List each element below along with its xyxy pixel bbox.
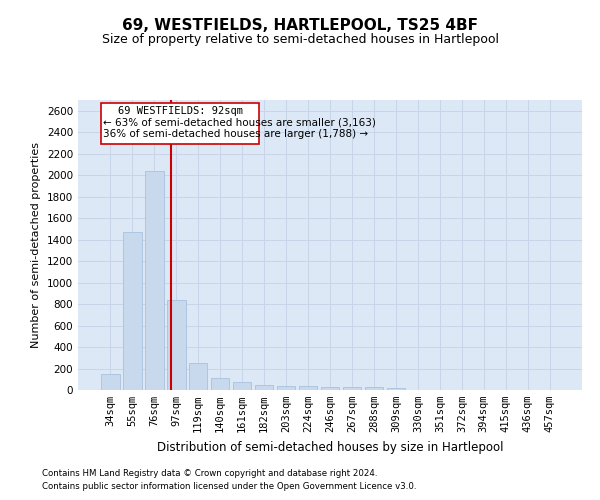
Bar — [101, 103, 259, 144]
Bar — [101, 374, 119, 390]
Text: Contains HM Land Registry data © Crown copyright and database right 2024.: Contains HM Land Registry data © Crown c… — [42, 468, 377, 477]
Bar — [123, 232, 142, 390]
Bar — [320, 386, 340, 390]
Text: 69 WESTFIELDS: 92sqm: 69 WESTFIELDS: 92sqm — [118, 106, 242, 116]
Bar — [145, 171, 164, 390]
Bar — [255, 385, 274, 390]
Text: 36% of semi-detached houses are larger (1,788) →: 36% of semi-detached houses are larger (… — [103, 129, 368, 139]
Bar — [233, 382, 251, 390]
Bar — [386, 388, 405, 390]
Text: 69, WESTFIELDS, HARTLEPOOL, TS25 4BF: 69, WESTFIELDS, HARTLEPOOL, TS25 4BF — [122, 18, 478, 32]
X-axis label: Distribution of semi-detached houses by size in Hartlepool: Distribution of semi-detached houses by … — [157, 440, 503, 454]
Bar — [189, 362, 208, 390]
Y-axis label: Number of semi-detached properties: Number of semi-detached properties — [31, 142, 41, 348]
Bar — [299, 386, 317, 390]
Text: Contains public sector information licensed under the Open Government Licence v3: Contains public sector information licen… — [42, 482, 416, 491]
Bar — [365, 387, 383, 390]
Bar — [277, 386, 295, 390]
Bar — [211, 378, 229, 390]
Text: ← 63% of semi-detached houses are smaller (3,163): ← 63% of semi-detached houses are smalle… — [103, 117, 376, 127]
Bar — [167, 300, 185, 390]
Text: Size of property relative to semi-detached houses in Hartlepool: Size of property relative to semi-detach… — [101, 32, 499, 46]
Bar — [343, 386, 361, 390]
